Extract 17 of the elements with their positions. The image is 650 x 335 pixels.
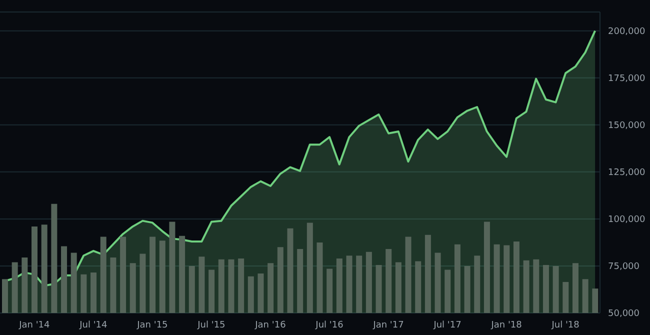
- y-tick-label: 100,000: [608, 215, 646, 226]
- y-tick-label: 75,000: [608, 262, 640, 272]
- x-tick-label: Jul '18: [550, 320, 580, 330]
- x-tick-label: Jan '14: [18, 320, 50, 330]
- x-tick-label: Jul '17: [432, 320, 462, 330]
- y-tick-label: 50,000: [608, 309, 640, 320]
- x-tick-label: Jul '16: [314, 320, 344, 330]
- x-tick-label: Jan '17: [372, 320, 404, 330]
- x-tick-label: Jan '18: [490, 320, 522, 330]
- x-tick-label: Jul '15: [196, 320, 226, 330]
- x-tick-label: Jul '14: [78, 320, 108, 330]
- y-tick-label: 150,000: [608, 121, 646, 132]
- y-tick-label: 200,000: [608, 27, 646, 38]
- y-tick-label: 175,000: [608, 74, 646, 84]
- x-tick-label: Jan '16: [254, 320, 286, 330]
- y-tick-label: 125,000: [608, 168, 646, 178]
- x-tick-label: Jan '15: [136, 320, 168, 330]
